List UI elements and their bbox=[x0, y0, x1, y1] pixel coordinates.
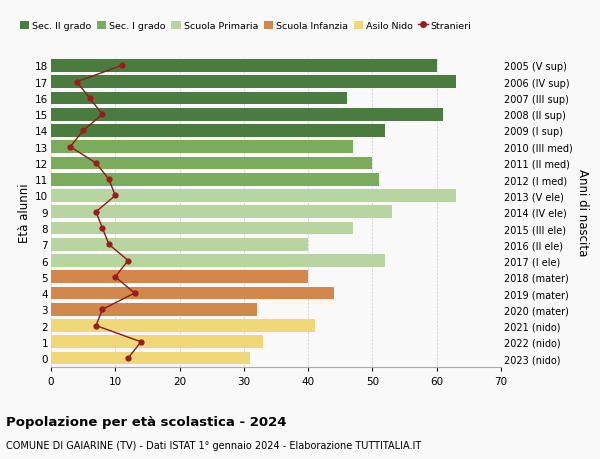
Bar bbox=[51, 222, 353, 235]
Bar bbox=[51, 303, 257, 316]
Y-axis label: Età alunni: Età alunni bbox=[18, 183, 31, 242]
Bar bbox=[51, 352, 250, 364]
Bar bbox=[51, 287, 334, 300]
Bar bbox=[51, 336, 263, 348]
Bar bbox=[51, 141, 353, 154]
Bar bbox=[51, 271, 308, 284]
Text: COMUNE DI GAIARINE (TV) - Dati ISTAT 1° gennaio 2024 - Elaborazione TUTTITALIA.I: COMUNE DI GAIARINE (TV) - Dati ISTAT 1° … bbox=[6, 440, 421, 450]
Bar bbox=[51, 125, 385, 138]
Legend: Sec. II grado, Sec. I grado, Scuola Primaria, Scuola Infanzia, Asilo Nido, Stran: Sec. II grado, Sec. I grado, Scuola Prim… bbox=[20, 22, 472, 31]
Bar bbox=[51, 174, 379, 186]
Bar bbox=[51, 157, 373, 170]
Bar bbox=[51, 109, 443, 121]
Bar bbox=[51, 238, 308, 251]
Text: Popolazione per età scolastica - 2024: Popolazione per età scolastica - 2024 bbox=[6, 415, 287, 428]
Bar bbox=[51, 92, 347, 105]
Y-axis label: Anni di nascita: Anni di nascita bbox=[576, 169, 589, 256]
Bar bbox=[51, 206, 392, 218]
Bar bbox=[51, 255, 385, 267]
Bar bbox=[51, 190, 456, 202]
Bar bbox=[51, 60, 437, 73]
Bar bbox=[51, 319, 314, 332]
Bar bbox=[51, 76, 456, 89]
